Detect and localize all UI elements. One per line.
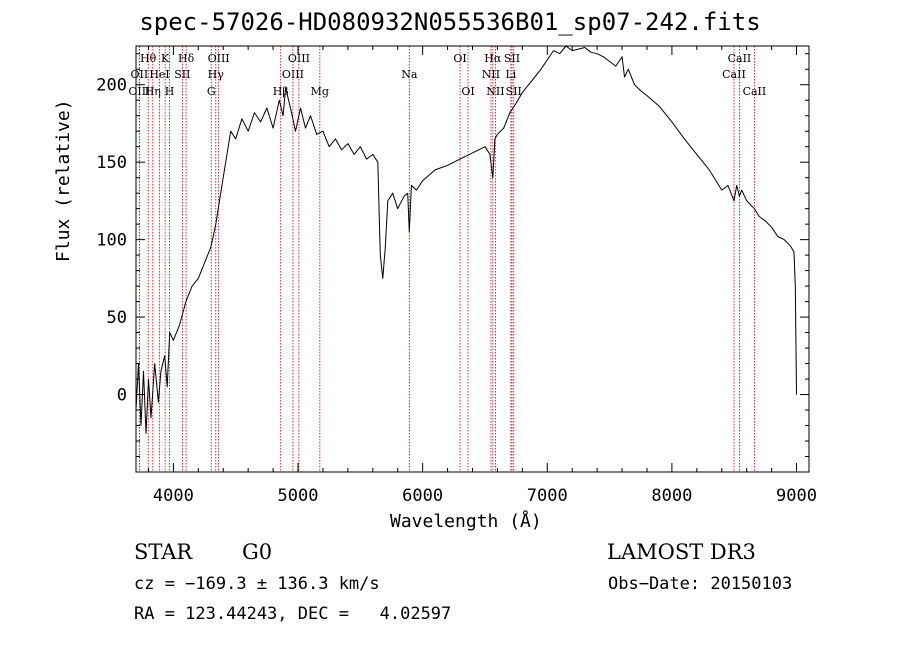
x-tick-label: 5000 (278, 486, 319, 506)
observation-date: Obs−Date: 20150103 (608, 574, 793, 594)
spectral-line-label: SII (504, 52, 520, 65)
spectral-line-label: G (207, 85, 216, 98)
y-tick-label: 50 (107, 308, 127, 328)
spectrum-series (135, 45, 797, 434)
plot-frame (135, 45, 810, 473)
x-axis-label: Wavelength (Å) (390, 511, 542, 532)
spectral-line-label: CaII (728, 52, 752, 65)
spectral-line-label: SII (174, 68, 190, 81)
spectral-line-label: Na (401, 68, 418, 81)
spectral-line-label: OIII (128, 85, 150, 98)
spectral-line-label: NII (482, 68, 500, 81)
x-tick-label: 9000 (776, 486, 817, 506)
spectral-line-label: CaII (722, 68, 746, 81)
x-tick-label: 8000 (651, 486, 692, 506)
spectral-line-label: OI (453, 52, 466, 65)
spectral-line-label: Hγ (208, 68, 225, 81)
spectral-line-label: Hα (484, 52, 502, 65)
spectral-line-markers (138, 46, 755, 472)
y-tick-label: 150 (96, 153, 127, 173)
spectral-line-label: Mg (311, 85, 329, 98)
spectral-line-label: HeI (149, 68, 169, 81)
spectral-line-label: OI (461, 85, 474, 98)
plot-axes (135, 45, 810, 473)
spectral-line-label: Li (505, 68, 516, 81)
object-class: STAR (134, 540, 193, 564)
spectral-line-label: Hη (145, 85, 161, 98)
spectral-line-label: OIII (282, 68, 304, 81)
spectrum-line (135, 45, 797, 434)
spectral-line-label: OIII (208, 52, 230, 65)
y-tick-label: 200 (96, 76, 127, 96)
x-tick-label: 6000 (402, 486, 443, 506)
chart-title: spec-57026-HD080932N055536B01_sp07-242.f… (139, 8, 761, 36)
spectral-line-label: Hδ (178, 52, 195, 65)
spectral-line-label: Hθ (140, 52, 157, 65)
y-tick-label: 0 (117, 386, 127, 406)
y-tick-label: 100 (96, 231, 127, 251)
coordinates: RA = 123.44243, DEC = 4.02597 (134, 604, 452, 624)
object-subclass: G0 (242, 540, 273, 564)
spectral-line-label: K (161, 52, 170, 65)
y-axis-label: Flux (relative) (53, 99, 74, 262)
spectral-line-label: NII (486, 85, 504, 98)
axis-ticks: 4000 5000 6000 7000 8000 9000 0 50 100 150 200 (96, 46, 817, 506)
survey-name: LAMOST DR3 (607, 540, 756, 564)
spectral-line-label: CaII (743, 85, 767, 98)
spectral-line-label: OII (131, 68, 149, 81)
spectral-line-label: OIII (288, 52, 310, 65)
x-tick-label: 4000 (153, 486, 194, 506)
x-tick-label: 7000 (527, 486, 568, 506)
redshift-velocity: cz = −169.3 ± 136.3 km/s (134, 574, 380, 594)
spectral-line-label: SII (506, 85, 522, 98)
spectral-line-label: H (165, 85, 175, 98)
